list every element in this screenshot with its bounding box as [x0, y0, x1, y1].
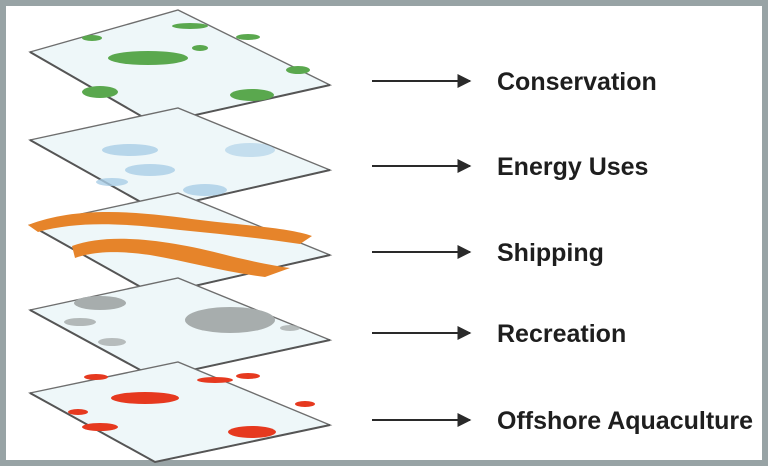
- aquaculture-site: [197, 377, 233, 383]
- conservation-patch: [172, 23, 208, 29]
- aquaculture-site: [295, 401, 315, 407]
- energy-patch: [183, 184, 227, 196]
- aquaculture-site: [111, 392, 179, 404]
- label-recreation: Recreation: [497, 320, 626, 348]
- conservation-patch: [82, 86, 118, 98]
- conservation-patch: [108, 51, 188, 65]
- label-energy-uses: Energy Uses: [497, 153, 648, 181]
- layer-conservation: [28, 9, 333, 126]
- conservation-patch: [192, 45, 208, 51]
- arrows: [372, 74, 472, 427]
- labels: Conservation Energy Uses Shipping Recrea…: [497, 68, 753, 435]
- energy-patch: [125, 164, 175, 176]
- recreation-area: [64, 318, 96, 326]
- layer-shipping: [28, 192, 333, 297]
- conservation-patch: [236, 34, 260, 40]
- recreation-area: [74, 296, 126, 310]
- conservation-patch: [230, 89, 274, 101]
- label-conservation: Conservation: [497, 68, 657, 96]
- layer-offshore-aquaculture: [28, 361, 333, 464]
- recreation-area: [98, 338, 126, 346]
- conservation-patch: [82, 35, 102, 41]
- aquaculture-site: [84, 374, 108, 380]
- layer-offshore-aquaculture-bottom-edge: [29, 392, 331, 464]
- energy-patch: [225, 143, 275, 157]
- label-offshore-aquaculture: Offshore Aquaculture: [497, 407, 753, 435]
- label-shipping: Shipping: [497, 239, 604, 267]
- aquaculture-site: [228, 426, 276, 438]
- aquaculture-site: [68, 409, 88, 415]
- layer-energy-uses: [28, 107, 333, 212]
- recreation-area: [185, 307, 275, 333]
- aquaculture-site: [236, 373, 260, 379]
- energy-patch: [96, 178, 128, 186]
- shipping-lane: [28, 211, 312, 244]
- shipping-lane: [72, 238, 290, 277]
- energy-patch: [102, 144, 158, 156]
- recreation-area: [280, 325, 300, 331]
- conservation-patch: [286, 66, 310, 74]
- aquaculture-site: [82, 423, 118, 431]
